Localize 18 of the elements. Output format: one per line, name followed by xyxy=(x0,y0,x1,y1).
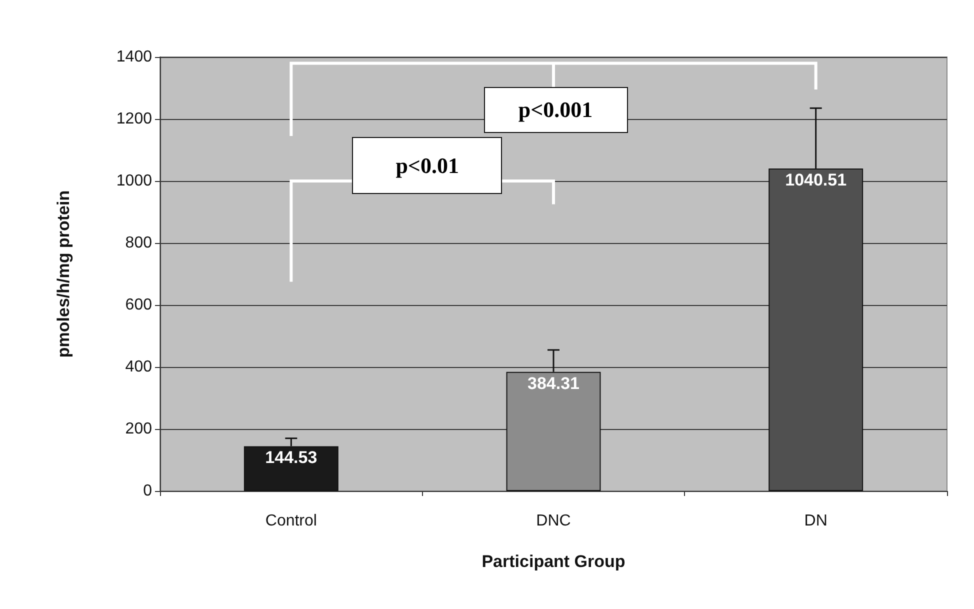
x-tick-label: Control xyxy=(265,512,317,530)
y-tick-label: 1200 xyxy=(116,110,152,128)
x-axis-title: Participant Group xyxy=(482,552,626,571)
y-tick-label: 1400 xyxy=(116,48,152,66)
x-tick-label: DNC xyxy=(536,512,571,530)
text-box: p<0.01 xyxy=(352,137,502,194)
y-tick-label: 400 xyxy=(125,358,152,376)
text-box: p<0.001 xyxy=(484,86,628,133)
y-tick-label: 1000 xyxy=(116,172,152,190)
y-tick-label: 800 xyxy=(125,234,152,252)
data-label: 384.31 xyxy=(528,374,580,393)
y-axis-title: pmoles/h/mg protein xyxy=(54,190,73,358)
y-tick-label: 0 xyxy=(143,482,152,500)
y-tick-label: 600 xyxy=(125,296,152,314)
data-label: 144.53 xyxy=(265,448,318,468)
y-tick-label: 200 xyxy=(125,420,152,438)
data-label: 1040.51 xyxy=(785,170,847,190)
x-tick-label: DN xyxy=(804,512,828,530)
